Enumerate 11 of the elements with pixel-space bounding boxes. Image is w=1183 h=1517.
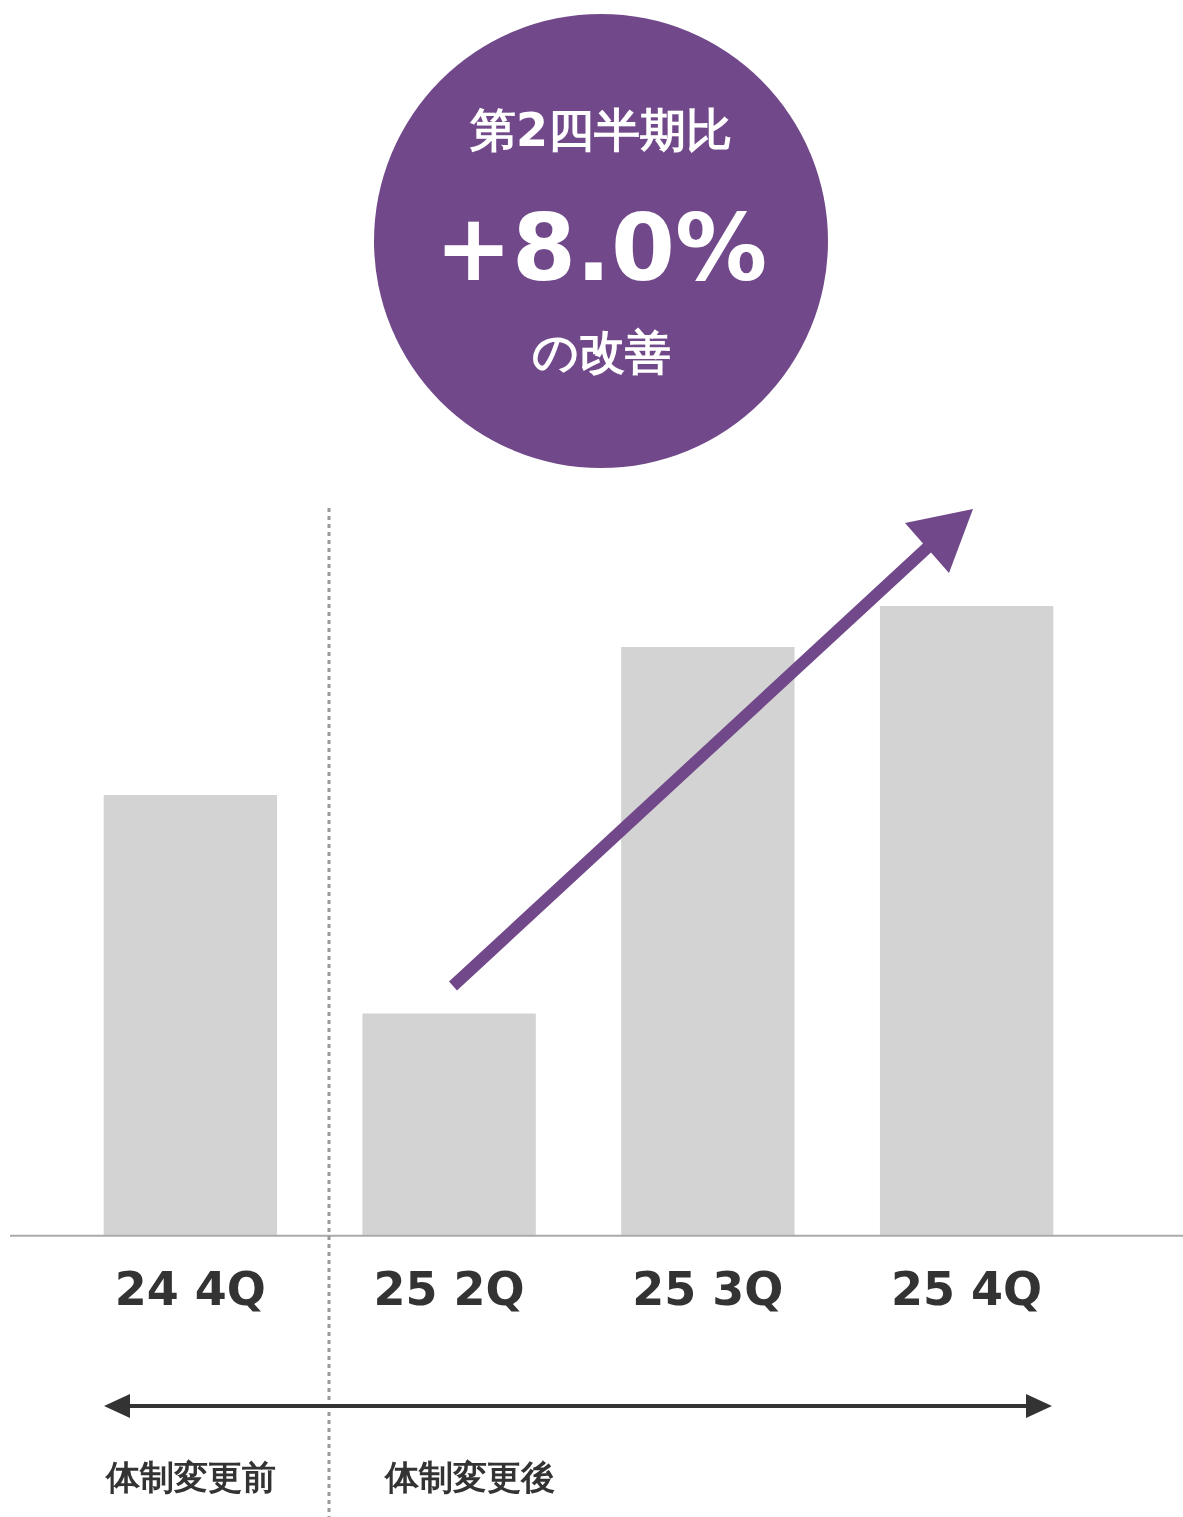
x-tick-label: 25 4Q xyxy=(891,1262,1043,1317)
x-tick-label: 25 3Q xyxy=(632,1262,784,1317)
text: +8.0% xyxy=(434,195,768,302)
x-tick-label: 24 4Q xyxy=(114,1262,266,1317)
bar xyxy=(103,794,278,1236)
x-tick-label: 25 2Q xyxy=(373,1262,525,1317)
bar xyxy=(362,1013,536,1236)
text: 体制変更後 xyxy=(385,1456,555,1499)
text: 第2四半期比 xyxy=(469,102,733,159)
text: 体制変更前 xyxy=(106,1456,276,1499)
text: の改善 xyxy=(531,324,671,381)
